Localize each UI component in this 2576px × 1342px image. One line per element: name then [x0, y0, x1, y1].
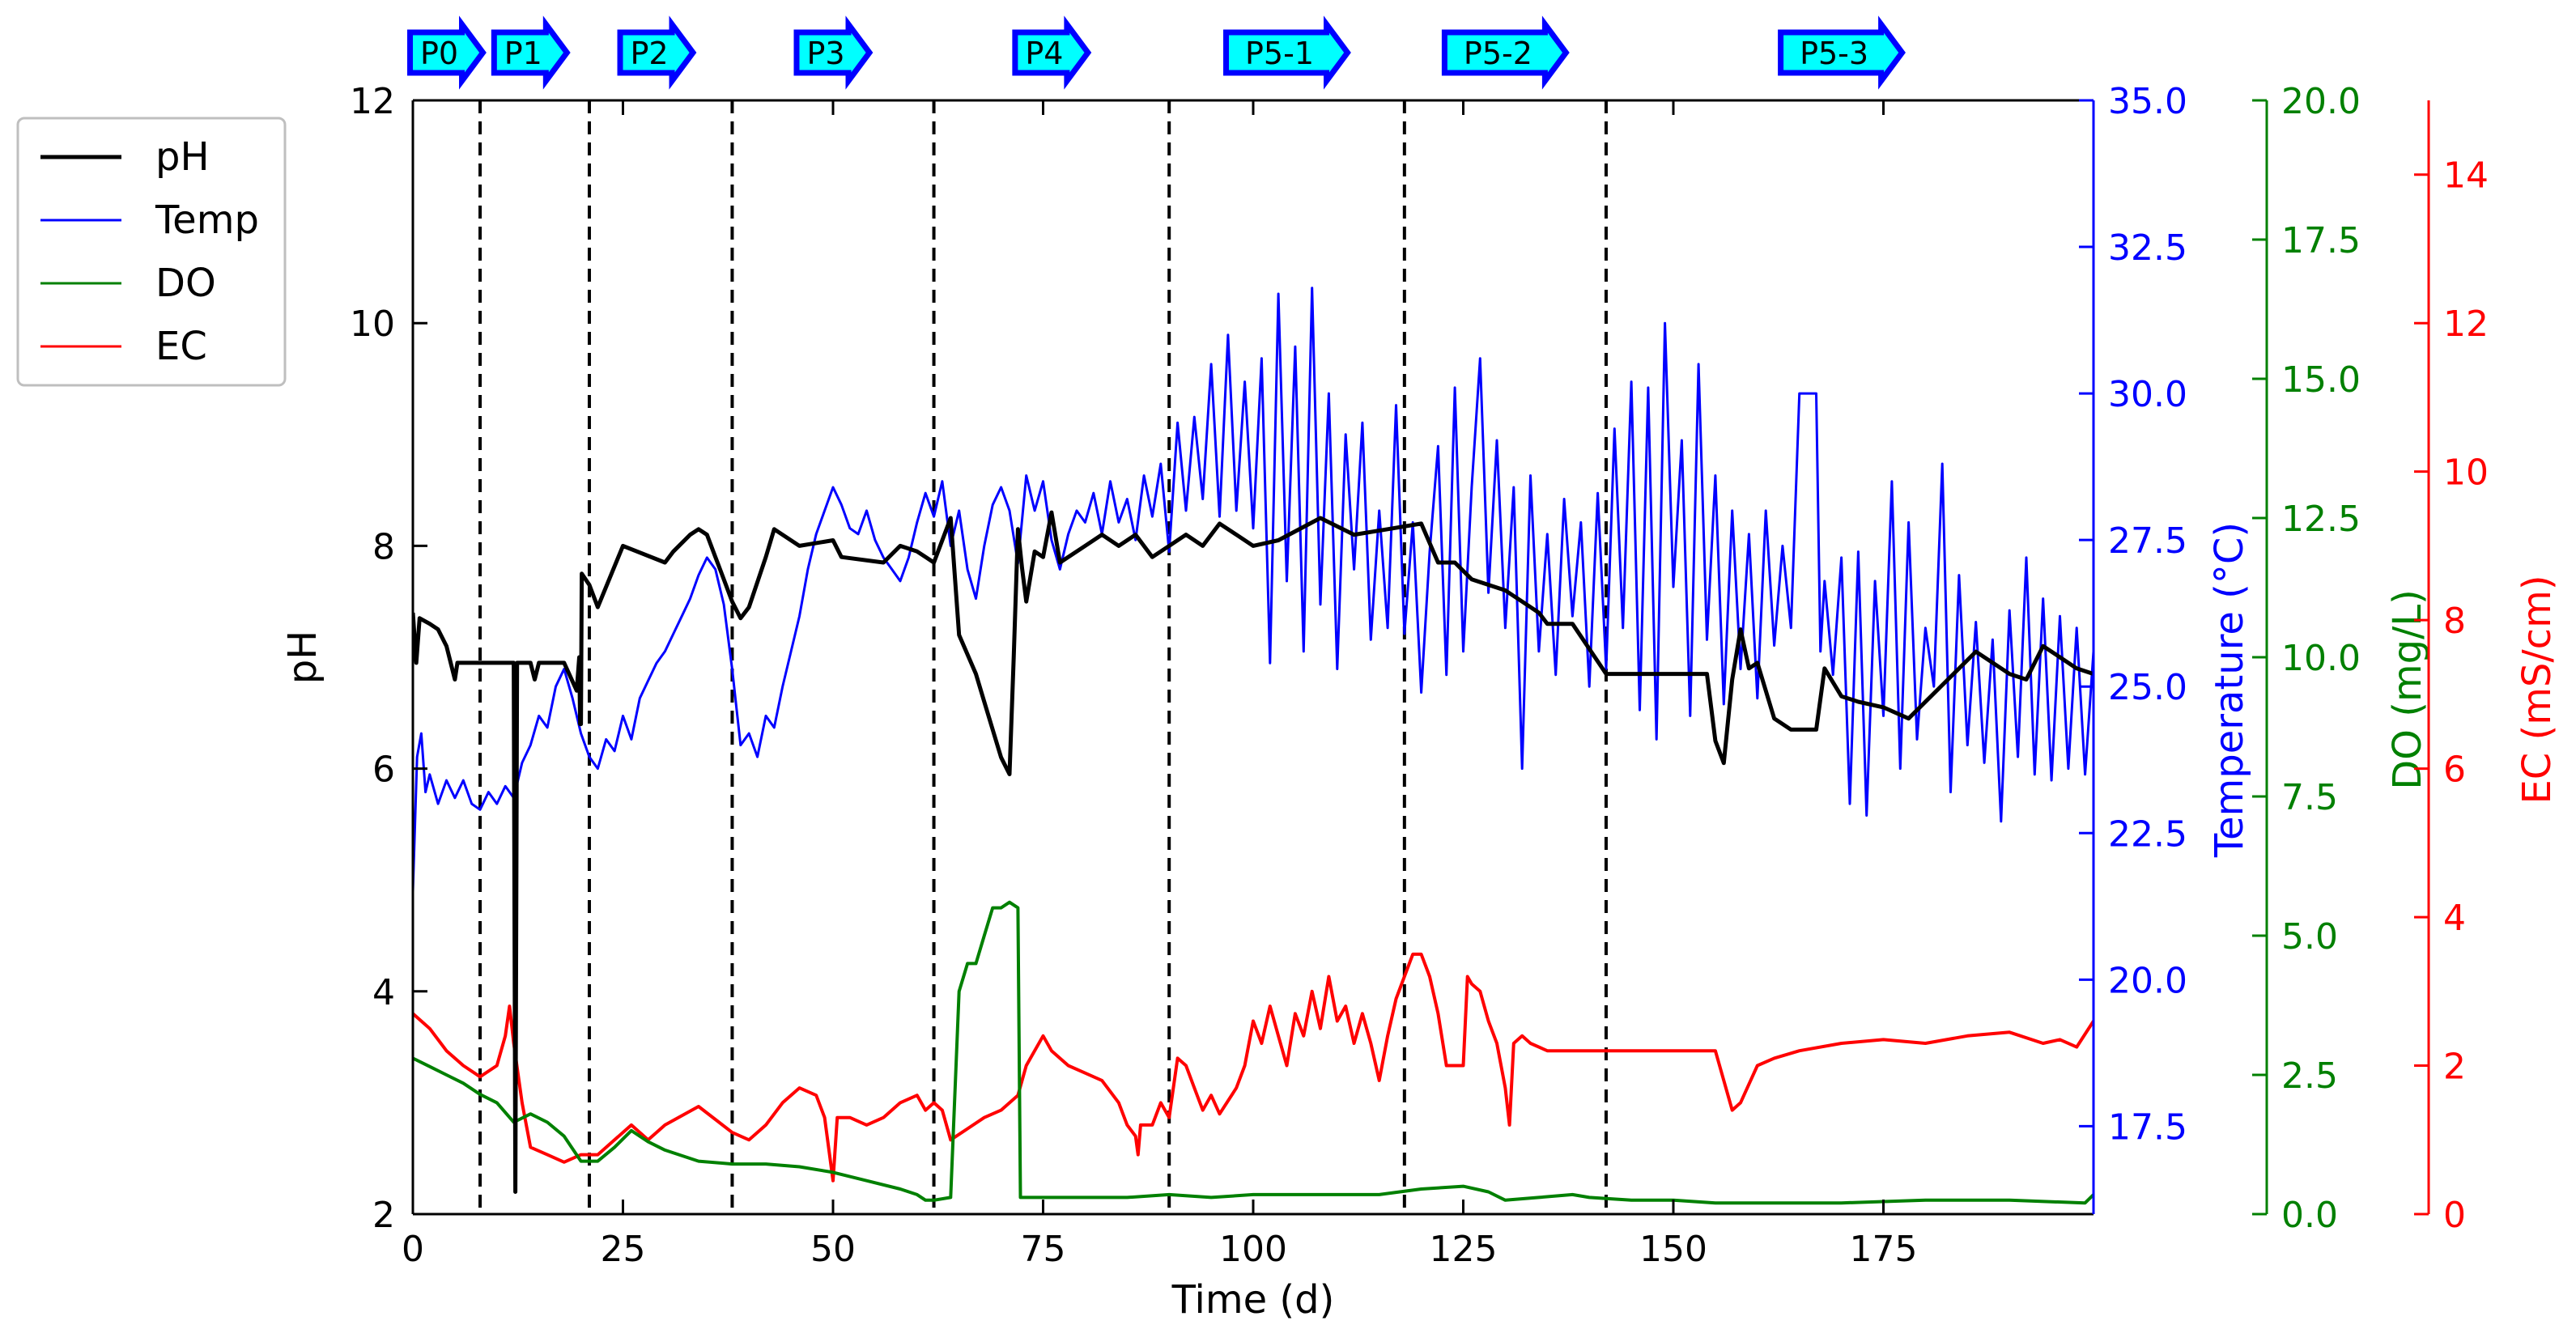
y-tick-label-temp: 22.5 [2108, 813, 2187, 855]
series-line-temp [413, 287, 2094, 892]
y-tick-label-do: 17.5 [2281, 220, 2361, 261]
phase-label: P5-3 [1800, 36, 1868, 71]
phase-label: P5-1 [1245, 36, 1314, 71]
y-tick-label-ec: 12 [2443, 304, 2489, 345]
phase-arrow [793, 15, 874, 90]
y-tick-label-ph: 8 [372, 526, 395, 567]
y-tick-label-temp: 32.5 [2108, 227, 2187, 269]
y-axis-label-ph: pH [280, 631, 325, 685]
y-tick-label-ph: 2 [372, 1195, 395, 1236]
x-axis: 0 25 50 75 100 125 150 175 Time (d) [402, 100, 1917, 1323]
y-tick-label-ec: 8 [2443, 601, 2466, 642]
y-axis-label-temp: Temperature (°C) [2207, 522, 2252, 858]
legend: pH Temp DO EC [16, 117, 287, 387]
plot-area [413, 100, 2094, 1214]
y-tick-label-do: 20.0 [2281, 81, 2361, 122]
y-axis-temp: 17.5 20.0 22.5 25.0 27.5 30.0 32.5 35.0 Temperat… [2079, 81, 2252, 1148]
phase-arrow [1223, 15, 1351, 90]
phase-arrow [491, 15, 571, 90]
legend-label: DO [155, 261, 216, 306]
y-axis-label-do: DO (mg/L) [2385, 589, 2430, 790]
y-tick-label-do: 0.0 [2281, 1195, 2338, 1236]
phase-label: P4 [1025, 36, 1063, 71]
phase-arrow [407, 15, 487, 90]
y-tick-label-do: 15.0 [2281, 359, 2361, 401]
series-line-ph [413, 510, 2094, 1194]
y-tick-label-do: 10.0 [2281, 638, 2361, 679]
y-tick-label-temp: 27.5 [2108, 520, 2187, 562]
y-tick-label-ec: 14 [2443, 155, 2489, 197]
legend-box [16, 117, 287, 387]
phase-arrow [1441, 15, 1570, 90]
y-tick-label-ec: 6 [2443, 750, 2466, 791]
phase-arrow [1012, 15, 1092, 90]
y-axis-label-ec: EC (mS/cm) [2514, 575, 2560, 804]
x-tick-label: 175 [1850, 1229, 1918, 1270]
legend-label: pH [155, 134, 210, 180]
phase-markers: P0 P1 P2 P3 P4 P5-1 P5-2 P5-3 [407, 15, 1906, 90]
x-tick-label: 50 [810, 1229, 856, 1270]
y-tick-label-ec: 4 [2443, 898, 2466, 939]
x-tick-label: 25 [601, 1229, 646, 1270]
y-tick-label-do: 5.0 [2281, 916, 2338, 958]
y-tick-label-temp: 25.0 [2108, 667, 2187, 708]
y-tick-label-ec: 10 [2443, 452, 2489, 494]
phase-label: P5-2 [1464, 36, 1532, 71]
y-axis-ec: 0 2 4 6 8 10 12 14 EC (mS/cm) [2414, 100, 2560, 1236]
y-tick-label-do: 7.5 [2281, 777, 2338, 818]
series-line-ec [413, 952, 2094, 1183]
y-tick-label-ec: 2 [2443, 1047, 2466, 1088]
phase-label: P0 [420, 36, 458, 71]
y-tick-label-ph: 4 [372, 972, 395, 1013]
x-tick-label: 125 [1430, 1229, 1498, 1270]
y-tick-label-do: 2.5 [2281, 1055, 2338, 1097]
y-tick-label-ph: 12 [350, 81, 395, 122]
series-group [413, 287, 2094, 1205]
y-axis-ph: 2 4 6 8 10 12 pH [280, 81, 427, 1236]
legend-label: EC [155, 324, 207, 369]
phase-label: P2 [630, 36, 668, 71]
y-tick-label-do: 12.5 [2281, 499, 2361, 540]
y-tick-label-ph: 6 [372, 750, 395, 791]
y-tick-label-temp: 35.0 [2108, 81, 2187, 122]
phase-arrow [1778, 15, 1906, 90]
series-line-do [413, 900, 2094, 1205]
phase-label: P3 [806, 36, 844, 71]
legend-label: Temp [155, 197, 259, 243]
x-tick-label: 0 [402, 1229, 424, 1270]
y-tick-label-ph: 10 [350, 304, 395, 345]
y-tick-label-temp: 30.0 [2108, 374, 2187, 415]
y-tick-label-ec: 0 [2443, 1195, 2466, 1236]
phase-arrow [617, 15, 697, 90]
x-tick-label: 150 [1639, 1229, 1707, 1270]
x-tick-label: 75 [1021, 1229, 1066, 1270]
y-axis-do: 0.0 2.5 5.0 7.5 10.0 12.5 15.0 17.5 20.0 DO (mg/L… [2252, 81, 2430, 1236]
x-axis-label: Time (d) [1171, 1277, 1335, 1323]
phase-label: P1 [504, 36, 542, 71]
y-tick-label-temp: 20.0 [2108, 960, 2187, 1001]
x-tick-label: 100 [1219, 1229, 1287, 1270]
y-tick-label-temp: 17.5 [2108, 1106, 2187, 1148]
